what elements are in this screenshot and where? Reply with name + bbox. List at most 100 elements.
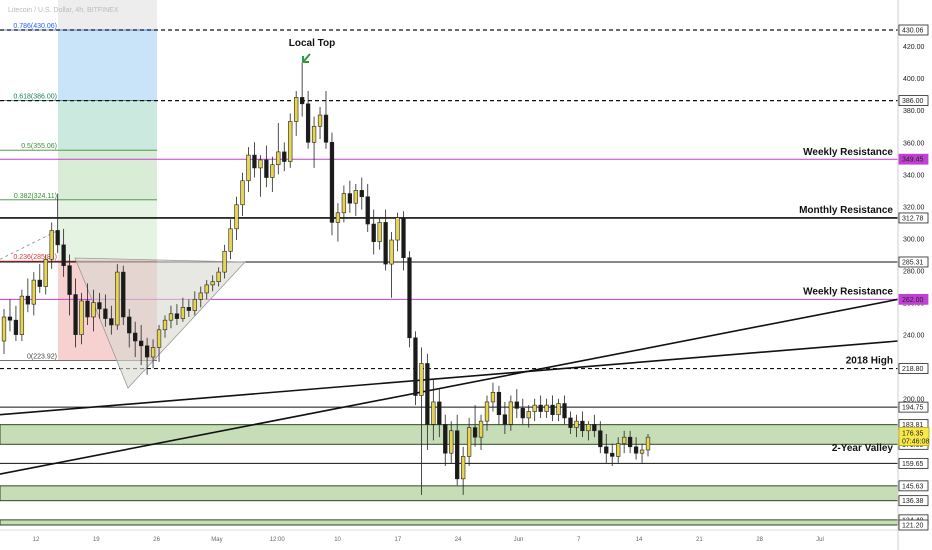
level-tag-label-0: 430.06 [902,28,924,35]
candle [413,331,418,406]
current-price-label: 176.35 [902,431,924,438]
time-tick-9: 7 [577,537,581,543]
candle [353,183,358,217]
candle-body [359,190,364,198]
fib-band-3 [58,199,157,262]
current-price-tag [898,427,930,447]
candle-body [472,427,478,438]
support-zone-1 [0,485,899,502]
time-tick-13: Jul [816,537,824,543]
candle-body [246,154,251,182]
candle [37,264,42,293]
candle-body [592,424,597,432]
candle-body [598,430,603,448]
candle [91,289,96,332]
candle-body [67,265,72,295]
candle-body [222,250,227,273]
candle [335,203,341,242]
candle [240,172,245,217]
axis-tick-11: 200.00 [903,397,925,404]
candle [204,280,209,300]
candle [526,405,531,428]
candle [610,443,615,467]
candle-body [645,436,651,451]
candle [252,142,257,178]
candle-body [37,279,42,287]
candle-body [532,404,537,412]
candle-body [389,239,394,265]
candle-body [621,436,627,444]
candle [174,304,180,325]
candle-body [276,151,281,166]
candle [97,292,102,319]
candle-body [401,217,406,258]
time-axis[interactable]: 12 19 26 May 12:00 10 17 24 Jun 7 14 21 28 Jul [0,529,898,543]
candle-body [443,424,448,454]
level-tag-label-14: 121.20 [902,523,924,530]
candle-body [508,401,514,425]
candle-body [305,103,311,143]
candle [639,443,645,463]
price-axis[interactable]: 420.00 400.00 380.00 360.00 340.00 320.00 300.… [897,0,932,550]
candle-body [127,316,132,334]
candle [592,414,597,438]
candle-body [144,345,150,358]
level-tag-label-3: 312.78 [902,215,924,222]
candle-body [616,443,621,457]
candle [502,401,508,434]
candle-body [604,446,609,454]
candle [371,209,376,255]
candle [109,305,114,335]
candle-body [484,401,490,422]
candle-body [85,300,90,318]
candle [192,291,197,316]
candle-body [61,244,66,266]
candle [198,286,203,308]
candle-body [574,420,579,428]
candle [31,272,36,316]
candle [574,414,579,438]
candle [85,283,90,325]
level-tag-12 [898,495,929,507]
candle-body [496,391,502,416]
candle [455,414,460,486]
candle [377,217,382,250]
candle [67,254,72,316]
candle [359,177,364,210]
candle-body [502,414,508,425]
candle [103,294,108,327]
candle [13,305,19,342]
candle-body [377,222,382,242]
candle-body [383,222,388,265]
candle [186,299,192,317]
fib-band-2 [58,150,157,200]
candle-body [413,337,418,396]
candle-body [258,159,263,169]
candle [389,232,394,298]
candle [258,155,263,197]
candle [341,185,347,223]
candle [216,267,221,287]
candle [449,421,454,463]
candle-body [150,347,156,358]
fib-band-0 [58,30,157,101]
axis-tick-7: 280.00 [903,268,925,275]
time-tick-2: 26 [153,537,160,543]
annotations: Local Top Weekly Resistance Monthly Resist… [289,38,894,454]
time-tick-0: 12 [33,537,40,543]
candle-body [455,430,460,480]
fib-band-1 [58,100,157,151]
candle [115,264,120,330]
axis-tick-9: 240.00 [903,333,925,340]
candle-body [449,430,454,454]
candle [532,398,537,422]
candle-body [323,114,329,143]
candle-body [544,404,549,412]
candle-body [240,180,245,206]
candle [127,308,132,348]
level-tag-label-12: 136.38 [902,498,924,505]
axis-tick-4: 340.00 [903,172,925,179]
annotation-label-0: Local Top [289,38,335,49]
level-tag-4 [898,256,929,268]
candle [460,446,466,495]
